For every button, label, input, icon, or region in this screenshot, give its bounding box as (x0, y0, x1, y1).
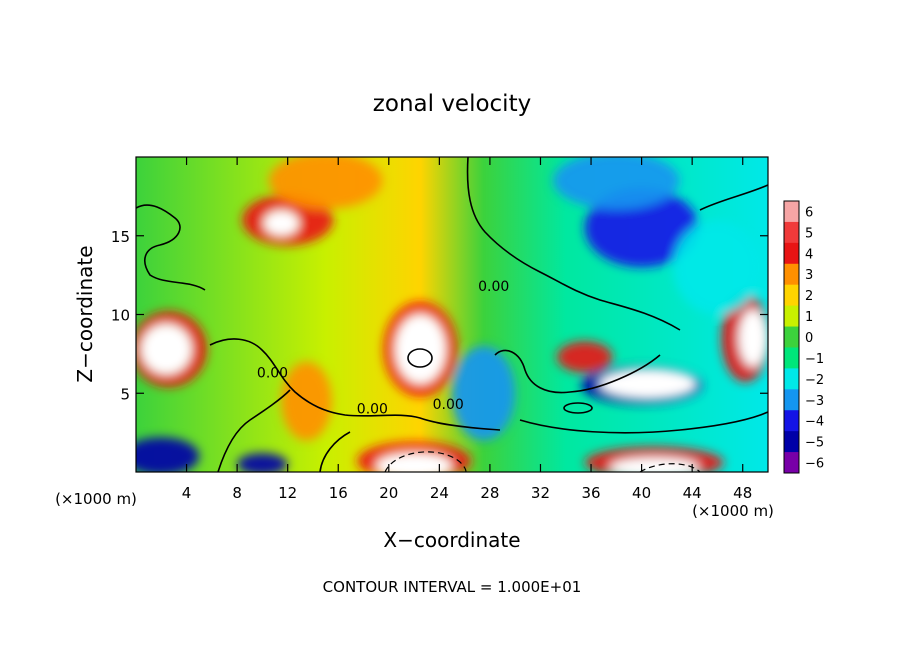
colorbar-label-12: −6 (805, 457, 824, 472)
contour-interval-note: CONTOUR INTERVAL = 1.000E+01 (323, 578, 582, 596)
zero-contour-line (699, 184, 768, 211)
dashed-contour-line (384, 451, 467, 472)
field-blob-14 (673, 220, 762, 315)
dashed-contours (384, 451, 701, 472)
y-axis-ticks: 5 10 15 (111, 228, 768, 403)
field-blob-20 (237, 453, 288, 472)
colorbar-swatch-7 (784, 347, 799, 369)
colorbar-swatch-5 (784, 305, 799, 328)
x-unit-left: (×1000 m) (55, 490, 137, 508)
zero-contour-line (217, 389, 291, 472)
colorbar-swatch-3 (784, 263, 799, 286)
x-tick-label: 4 (182, 484, 192, 502)
x-tick-label: 44 (683, 484, 702, 502)
colorbar-swatch-4 (784, 284, 799, 307)
zero-contour-line (466, 157, 681, 331)
zero-contour-line (319, 431, 351, 472)
colorbar-label-1: 5 (805, 226, 813, 241)
field-blob-18 (610, 457, 699, 472)
colorbar-label-7: −1 (805, 352, 824, 367)
x-tick-label: 28 (480, 484, 499, 502)
colorbar-label-9: −3 (805, 394, 824, 409)
colorbar-label-2: 4 (805, 247, 813, 262)
zero-contour-line (136, 204, 206, 291)
contour-loop (407, 348, 433, 368)
field-blob-13 (553, 157, 680, 209)
x-tick-label: 12 (278, 484, 297, 502)
x-axis-label: X−coordinate (383, 528, 520, 552)
field-blob-19 (136, 437, 200, 472)
colorbar-label-4: 2 (805, 289, 813, 304)
colorbar-swatch-11 (784, 431, 799, 453)
x-unit-right: (×1000 m) (692, 502, 774, 520)
colorbar-swatch-12 (784, 452, 799, 474)
colorbar-swatch-1 (784, 221, 799, 244)
colorbar-swatch-6 (784, 326, 799, 348)
y-tick-label: 5 (120, 385, 130, 403)
x-tick-label: 32 (531, 484, 550, 502)
x-tick-label: 20 (379, 484, 398, 502)
contour-label-2: 0.00 (357, 402, 388, 418)
field-blob-16 (376, 453, 452, 472)
x-tick-label: 8 (232, 484, 242, 502)
colorbar-label-11: −5 (805, 436, 824, 451)
x-tick-label: 36 (581, 484, 600, 502)
field-blob-2 (268, 157, 383, 209)
zero-contour-line (519, 411, 768, 434)
chart-title: zonal velocity (373, 91, 531, 117)
contour-label-1: 0.00 (257, 366, 288, 382)
y-tick-label: 15 (111, 228, 130, 246)
x-tick-label: 24 (430, 484, 449, 502)
contour-label-3: 0.00 (433, 397, 464, 413)
field-blob-8 (738, 309, 767, 367)
contour-label-0: 0.00 (478, 279, 509, 295)
colorbar-label-8: −2 (805, 373, 824, 388)
zero-contour-line (494, 349, 661, 394)
field-blob-1 (263, 210, 300, 236)
y-axis-label: Z−coordinate (73, 245, 97, 382)
colorbar-swatch-10 (784, 410, 799, 432)
plot-area: 0.00 0.00 0.00 0.00 (136, 157, 768, 472)
colorbar: 6 5 4 3 2 1 0 −1 −2 −3 −4 −5 −6 (783, 200, 824, 474)
colorbar-frame (783, 200, 800, 474)
dashed-contour-line (639, 463, 701, 472)
colorbar-swatch-0 (784, 201, 799, 223)
x-tick-label: 16 (329, 484, 348, 502)
field-blob-6 (141, 323, 192, 375)
field-blob-10 (599, 369, 696, 398)
field-blobs (136, 157, 768, 472)
colorbar-swatch-9 (784, 389, 799, 411)
colorbar-label-0: 6 (805, 205, 813, 220)
zero-contours (136, 157, 768, 472)
zero-contour-line (209, 338, 501, 431)
colorbar-label-10: −4 (805, 415, 824, 430)
x-tick-label: 40 (632, 484, 651, 502)
field-blob-11 (556, 341, 613, 373)
colorbar-swatch-8 (784, 368, 799, 390)
contour-loop (563, 402, 593, 414)
x-tick-label: 48 (733, 484, 752, 502)
y-tick-label: 10 (111, 307, 130, 325)
colorbar-label-3: 3 (805, 268, 813, 283)
colorbar-label-6: 0 (805, 331, 813, 346)
colorbar-swatch-2 (784, 242, 799, 265)
contour-labels: 0.00 0.00 0.00 0.00 (257, 279, 509, 418)
x-axis-ticks: 4 8 12 16 20 24 28 32 36 40 44 48 (182, 157, 752, 502)
colorbar-label-5: 1 (805, 310, 813, 325)
field-blob-21 (452, 346, 516, 441)
